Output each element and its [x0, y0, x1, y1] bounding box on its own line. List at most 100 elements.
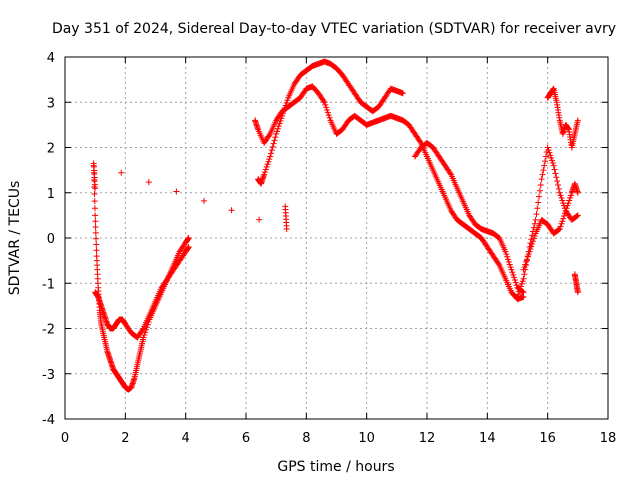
data-point-isolated: [200, 197, 207, 204]
data-point-track-g: [561, 213, 568, 220]
data-point-track-c: [276, 120, 283, 127]
data-point-track-c: [274, 128, 281, 135]
data-point-track-g: [521, 264, 528, 271]
data-point-track-g: [556, 225, 563, 232]
data-point-track-c: [267, 150, 274, 157]
data-point-track-f: [540, 167, 547, 174]
data-point-track-g: [566, 197, 573, 204]
data-point-track-c: [283, 99, 290, 106]
data-point-track-e: [447, 170, 454, 177]
data-point-track-a: [93, 247, 100, 254]
data-point-track-f: [573, 213, 580, 220]
data-point-track-f: [534, 205, 541, 212]
x-tick-label: 6: [242, 431, 250, 446]
data-point-track-g: [557, 223, 564, 230]
data-point-track-e: [505, 258, 512, 265]
y-tick-label: 1: [47, 187, 55, 202]
data-point-track-c: [273, 130, 280, 137]
data-point-track-a: [185, 235, 192, 241]
data-point-track-g: [530, 238, 537, 245]
x-tick-label: 4: [182, 431, 190, 446]
data-point-track-g: [530, 235, 537, 242]
data-point-track-g: [565, 200, 572, 207]
data-point-track-f: [544, 144, 551, 151]
data-point-track-g: [526, 248, 533, 255]
data-point-track-f: [514, 293, 521, 300]
x-tick-label: 8: [302, 431, 310, 446]
data-point-track-f: [560, 200, 567, 207]
data-point-track-c: [284, 97, 291, 104]
data-point-track-c: [262, 166, 269, 173]
data-point-track-g: [555, 226, 562, 233]
y-tick-label: 4: [47, 51, 55, 66]
data-point-track-f: [536, 193, 543, 200]
data-point-track-e: [503, 251, 510, 258]
y-tick-label: -4: [42, 413, 55, 428]
data-point-track-g: [560, 215, 567, 222]
data-point-track-d: [326, 114, 333, 121]
data-point-track-d: [495, 260, 502, 267]
data-point-track-f: [556, 189, 563, 196]
data-point-track-a: [91, 205, 98, 212]
data-point-track-g: [520, 266, 527, 273]
data-point-track-g: [562, 207, 569, 214]
data-point-track-g: [524, 253, 531, 260]
data-point-track-e: [512, 279, 519, 286]
data-point-track-f: [529, 232, 536, 239]
data-point-track-h: [574, 117, 581, 124]
data-point-track-f: [531, 220, 538, 227]
data-point-track-e: [504, 253, 511, 260]
data-point-track-f: [535, 199, 542, 206]
x-tick-label: 12: [419, 431, 436, 446]
data-point-track-f: [554, 178, 561, 185]
y-tick-label: 2: [47, 142, 55, 157]
data-point-track-b: [185, 244, 192, 251]
data-point-track-c: [270, 140, 277, 147]
data-point-track-c: [261, 171, 268, 178]
data-point-track-f: [548, 157, 555, 164]
data-point-track-f: [553, 174, 560, 181]
x-tick-label: 16: [539, 431, 556, 446]
data-point-track-c: [261, 169, 268, 176]
data-point-track-a: [93, 241, 100, 248]
data-point-track-g: [523, 256, 530, 263]
data-point-isolated: [228, 207, 235, 214]
data-point-isolated: [173, 188, 180, 195]
y-tick-label: 3: [47, 96, 55, 111]
data-point-track-c: [399, 90, 406, 97]
data-point-track-c: [274, 125, 281, 132]
data-point-track-f: [538, 176, 545, 183]
data-point-track-g: [558, 220, 565, 227]
data-point-track-e: [513, 282, 520, 289]
data-point-track-g: [567, 194, 574, 201]
x-axis-label: GPS time / hours: [277, 459, 394, 475]
data-point-track-f: [536, 187, 543, 194]
data-point-track-g: [527, 245, 534, 252]
data-point-track-c: [272, 134, 279, 141]
data-point-track-e: [520, 289, 527, 296]
data-point-track-g: [559, 218, 566, 225]
data-point-track-f: [517, 283, 524, 290]
data-point-track-d: [325, 112, 332, 119]
data-point-track-e: [509, 269, 516, 276]
data-point-track-f: [520, 275, 527, 282]
data-point-track-d: [322, 101, 329, 108]
data-point-track-e: [507, 264, 514, 271]
y-tick-label: -1: [42, 277, 55, 292]
data-point-track-c: [269, 143, 276, 150]
data-point-track-e: [508, 266, 515, 273]
data-point-track-a: [91, 198, 98, 205]
data-point-track-f: [519, 278, 526, 285]
data-point-track-d: [324, 109, 331, 116]
data-point-track-c: [267, 153, 274, 160]
data-point-track-c: [268, 147, 275, 154]
data-point-track-f: [542, 158, 549, 165]
data-point-track-c: [263, 163, 270, 170]
data-point-track-f: [552, 170, 559, 177]
data-point-track-g: [523, 258, 530, 265]
data-point-track-e: [510, 271, 517, 278]
data-point-track-a: [140, 334, 147, 341]
data-point-track-f: [574, 212, 581, 219]
